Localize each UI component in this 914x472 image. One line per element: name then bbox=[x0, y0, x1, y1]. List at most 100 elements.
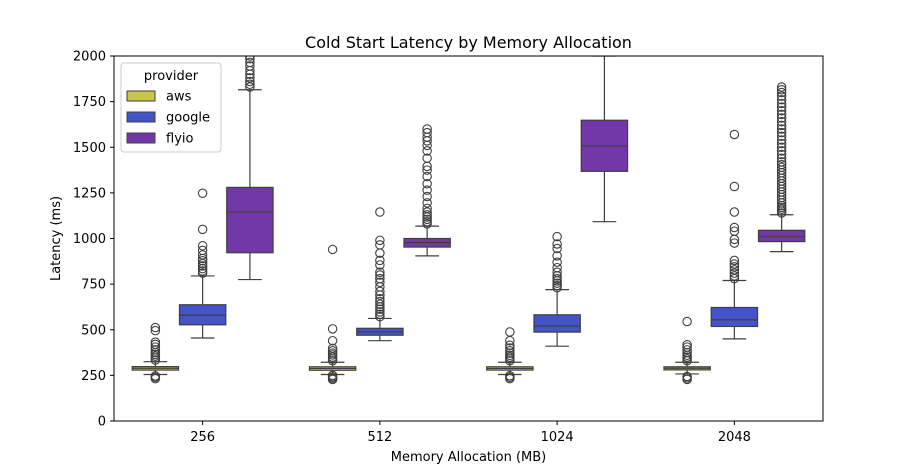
outlier-point bbox=[729, 129, 740, 140]
y-tick-label: 1000 bbox=[73, 232, 106, 247]
outlier-point bbox=[729, 262, 740, 272]
outlier-point bbox=[197, 263, 208, 274]
outlier-point bbox=[245, 57, 255, 68]
outlier-point bbox=[375, 304, 385, 315]
outlier-point bbox=[422, 153, 432, 163]
outlier-point bbox=[375, 260, 385, 270]
outlier-point bbox=[776, 138, 787, 149]
outlier-point bbox=[150, 325, 161, 336]
outlier-point bbox=[776, 102, 787, 112]
outlier-point bbox=[197, 245, 208, 256]
outlier-point bbox=[375, 240, 385, 250]
box-google-1024 bbox=[533, 231, 581, 347]
outlier-point bbox=[729, 259, 740, 269]
box-aws-512 bbox=[308, 244, 357, 385]
box-google-2048 bbox=[710, 129, 759, 340]
outlier-point bbox=[150, 342, 161, 352]
outlier-point bbox=[776, 85, 787, 95]
outlier-point bbox=[729, 255, 740, 266]
outlier-point bbox=[327, 324, 338, 334]
outlier-point bbox=[552, 257, 562, 267]
iqr-box bbox=[533, 314, 581, 333]
outlier-point bbox=[505, 345, 515, 356]
outlier-point bbox=[776, 120, 787, 131]
box-aws-1024 bbox=[486, 327, 534, 384]
x-tick-label: 512 bbox=[367, 430, 392, 445]
outlier-point bbox=[776, 98, 787, 109]
outlier-point bbox=[375, 299, 385, 309]
outlier-point bbox=[505, 340, 515, 351]
outlier-point bbox=[245, 56, 255, 61]
iqr-box bbox=[226, 186, 274, 254]
outlier-point bbox=[729, 265, 740, 275]
outlier-point bbox=[245, 61, 255, 71]
outlier-point bbox=[776, 131, 787, 142]
box-google-256 bbox=[178, 188, 227, 339]
y-tick-label: 500 bbox=[81, 323, 106, 338]
outlier-point bbox=[422, 203, 432, 214]
y-tick-label: 0 bbox=[98, 415, 106, 430]
legend-swatch-google bbox=[126, 111, 156, 123]
outlier-point bbox=[776, 109, 787, 120]
outlier-point bbox=[150, 337, 161, 347]
outlier-point bbox=[245, 82, 255, 92]
outlier-point bbox=[729, 271, 740, 281]
y-tick-label: 1250 bbox=[73, 186, 106, 201]
outlier-point bbox=[245, 76, 255, 87]
outlier-point bbox=[776, 82, 787, 92]
outlier-point bbox=[327, 345, 338, 356]
x-tick-label: 256 bbox=[190, 430, 215, 445]
outlier-point bbox=[197, 188, 208, 198]
legend-swatch-flyio bbox=[126, 132, 156, 144]
outlier-point bbox=[552, 262, 562, 273]
y-tick-label: 1750 bbox=[73, 95, 106, 110]
outlier-point bbox=[729, 222, 740, 233]
outlier-point bbox=[729, 181, 740, 192]
outlier-point bbox=[552, 231, 562, 242]
legend-label-flyio: flyio bbox=[166, 132, 193, 147]
outlier-point bbox=[776, 87, 787, 98]
outlier-point bbox=[776, 153, 787, 163]
outlier-point bbox=[375, 277, 385, 288]
outlier-point bbox=[552, 267, 562, 278]
outlier-point bbox=[682, 316, 692, 327]
outlier-point bbox=[505, 370, 515, 381]
outlier-point bbox=[682, 371, 692, 382]
y-tick-label: 1500 bbox=[73, 141, 106, 156]
outlier-point bbox=[150, 371, 161, 381]
outlier-point bbox=[422, 198, 432, 208]
outlier-point bbox=[776, 95, 787, 105]
y-tick-label: 2000 bbox=[73, 50, 106, 65]
outlier-point bbox=[422, 210, 432, 220]
outlier-point bbox=[375, 235, 385, 246]
outlier-point bbox=[682, 347, 692, 358]
outlier-point bbox=[776, 113, 787, 123]
outlier-point bbox=[375, 311, 385, 322]
outlier-point bbox=[375, 270, 385, 280]
plot-area bbox=[131, 56, 806, 385]
x-axis-label: Memory Allocation (MB) bbox=[391, 450, 547, 465]
outlier-point bbox=[375, 255, 385, 266]
outlier-point bbox=[150, 322, 161, 333]
outlier-point bbox=[776, 142, 787, 153]
outlier-point bbox=[150, 345, 161, 355]
outlier-point bbox=[375, 296, 385, 307]
legend-title: provider bbox=[144, 69, 199, 84]
outlier-point bbox=[197, 224, 208, 235]
outlier-point bbox=[375, 273, 385, 284]
outlier-point bbox=[422, 127, 432, 138]
legend-swatch-aws bbox=[126, 90, 156, 102]
outlier-point bbox=[422, 207, 432, 217]
outlier-point bbox=[552, 273, 562, 284]
outlier-point bbox=[682, 339, 692, 350]
outlier-point bbox=[422, 171, 432, 182]
plot-marks bbox=[131, 56, 806, 385]
outlier-point bbox=[422, 214, 432, 225]
outlier-point bbox=[776, 159, 787, 170]
legend-label-google: google bbox=[166, 111, 210, 126]
box-aws-2048 bbox=[663, 316, 711, 385]
outlier-point bbox=[552, 239, 562, 249]
outlier-point bbox=[327, 348, 338, 358]
box-google-512 bbox=[356, 207, 404, 342]
outlier-point bbox=[505, 327, 515, 337]
